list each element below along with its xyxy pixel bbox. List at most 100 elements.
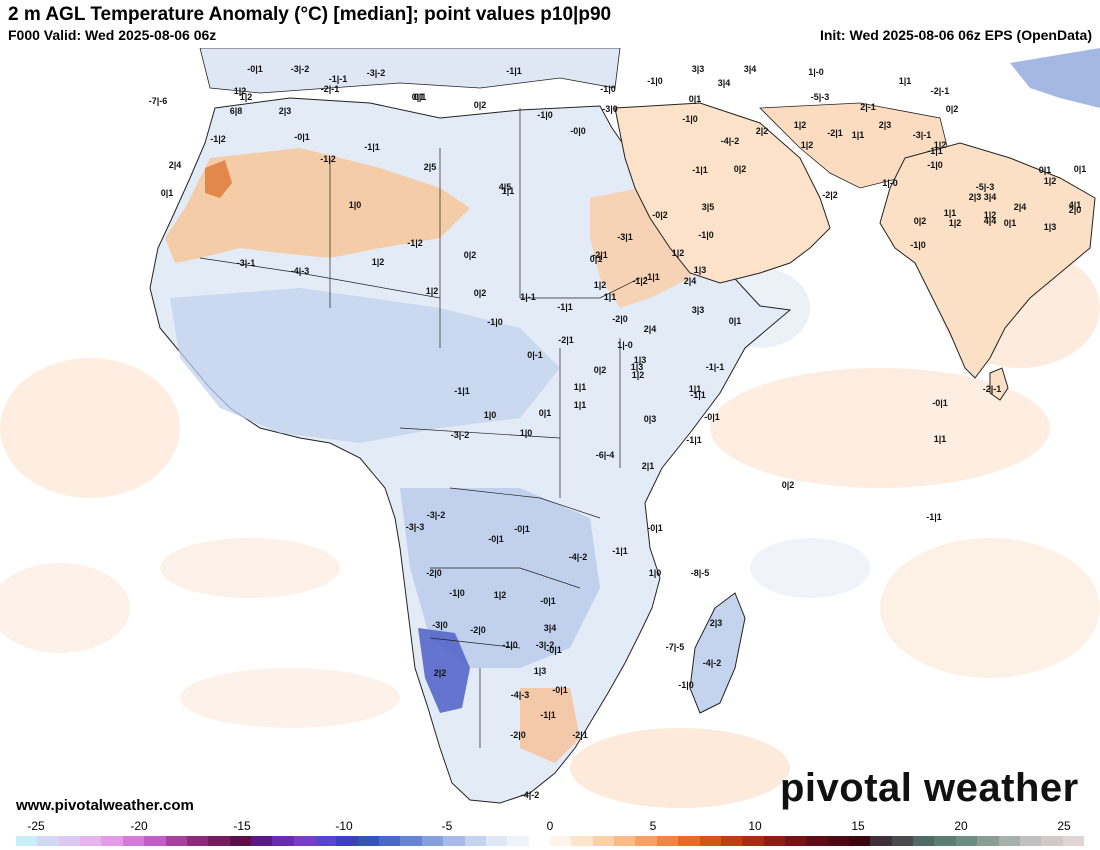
point-value-label: 2|3 xyxy=(710,618,723,628)
colorbar-cell xyxy=(955,836,978,846)
point-value-label: -1|1 xyxy=(557,302,573,312)
colorbar-cell xyxy=(315,836,337,846)
point-value-label: 3|4 xyxy=(544,623,557,633)
point-value-label: -3|-2 xyxy=(367,68,386,78)
point-value-label: 0|1 xyxy=(689,94,702,104)
point-value-label: -3|-2 xyxy=(451,430,470,440)
point-value-label: -8|-5 xyxy=(691,568,710,578)
point-value-label: 1|2 xyxy=(984,210,997,220)
point-value-label: 1|2 xyxy=(794,120,807,130)
point-value-label: 1|2 xyxy=(949,218,962,228)
point-value-label: -0|2 xyxy=(652,210,668,220)
point-value-label: -1|1 xyxy=(540,710,556,720)
colorbar-cell xyxy=(272,836,294,846)
point-value-label: 0|2 xyxy=(946,104,959,114)
point-value-label: -4|-2 xyxy=(521,790,540,800)
point-value-label: -0|1 xyxy=(540,596,556,606)
point-value-label: 0|2 xyxy=(474,100,487,110)
point-value-label: -0|1 xyxy=(488,534,504,544)
point-value-label: 1|2 xyxy=(1044,176,1057,186)
point-value-label: 1|3 xyxy=(631,362,644,372)
colorbar-cell xyxy=(1019,836,1042,846)
colorbar-tick-label: 15 xyxy=(851,819,865,833)
colorbar-tick-label: 10 xyxy=(748,819,762,833)
colorbar-tick-label: -20 xyxy=(130,819,148,833)
point-value-label: 0|1 xyxy=(590,254,603,264)
point-value-label: 0|2 xyxy=(594,365,607,375)
point-value-label: 0|1 xyxy=(1004,218,1017,228)
point-value-label: 1|-1 xyxy=(520,292,536,302)
morocco-hot-spot xyxy=(205,160,232,198)
point-value-label: -3|-2 xyxy=(427,510,446,520)
colorbar-cell xyxy=(977,836,999,846)
point-value-label: -1|-1 xyxy=(329,74,348,84)
southern-africa-cool-region xyxy=(400,488,600,668)
map-title: 2 m AGL Temperature Anomaly (°C) [median… xyxy=(8,4,612,25)
colorbar-cell xyxy=(229,836,251,846)
south-africa-warm-spot xyxy=(520,688,580,763)
point-value-label: 0|2 xyxy=(734,164,747,174)
colorbar-tick-label: -25 xyxy=(27,819,45,833)
valid-time: F000 Valid: Wed 2025-08-06 06z xyxy=(8,27,217,43)
country-borders xyxy=(199,108,641,748)
colorbar-cell xyxy=(443,836,465,846)
colorbar-tick-label: -15 xyxy=(233,819,251,833)
point-value-label: -2|1 xyxy=(558,335,574,345)
point-value-label: -3|-2 xyxy=(291,64,310,74)
point-value-label: -2|-1 xyxy=(931,86,950,96)
point-value-label: 1|2 xyxy=(594,280,607,290)
colorbar-cell xyxy=(293,836,316,846)
point-value-label: -1|0 xyxy=(600,84,616,94)
point-value-label: 1|1 xyxy=(944,208,957,218)
point-value-label: 1|1 xyxy=(689,384,702,394)
point-value-label: -2|1 xyxy=(572,730,588,740)
colorbar-cell xyxy=(720,836,743,846)
colorbar-tick-label: -10 xyxy=(335,819,353,833)
point-value-label: 1|3 xyxy=(534,666,547,676)
point-value-label: 0|-1 xyxy=(527,350,543,360)
point-value-label: 1|2 xyxy=(372,257,385,267)
point-value-label: -6|-4 xyxy=(596,450,615,460)
colorbar-tick-label: 0 xyxy=(546,819,554,833)
colorbar-cell xyxy=(549,836,572,846)
point-value-label: 1|1 xyxy=(899,76,912,86)
point-value-label: -1|-1 xyxy=(706,362,725,372)
point-value-label: 2|4 xyxy=(644,324,657,334)
point-value-label: -3|-1 xyxy=(913,130,932,140)
point-value-label: -5|-3 xyxy=(976,182,995,192)
colorbar-cell xyxy=(250,836,273,846)
header: 2 m AGL Temperature Anomaly (°C) [median… xyxy=(0,0,1100,48)
colorbar-cell xyxy=(122,836,145,846)
sri-lanka xyxy=(989,367,1009,401)
point-value-label: 3|3 xyxy=(692,305,705,315)
point-value-label: -1|0 xyxy=(682,114,698,124)
point-value-label: 1|2 xyxy=(494,590,507,600)
colorbar-cell xyxy=(101,836,123,846)
point-value-label: 0|1 xyxy=(729,316,742,326)
colorbar-cell xyxy=(571,836,593,846)
point-value-label: 2|-1 xyxy=(860,102,876,112)
colorbar-cell xyxy=(144,836,166,846)
colorbar-cell xyxy=(699,836,721,846)
point-value-label: -1|1 xyxy=(927,146,943,156)
point-value-label: 0|1 xyxy=(1039,165,1052,175)
point-value-label: 1|3 xyxy=(694,265,707,275)
point-value-label: -0|0 xyxy=(570,126,586,136)
colorbar-tick-label: -5 xyxy=(441,819,453,833)
point-value-label: 0|2 xyxy=(914,216,927,226)
point-value-label: 4|4 xyxy=(984,216,997,226)
colorbar-cell xyxy=(58,836,81,846)
point-value-label: -1|0 xyxy=(487,317,503,327)
point-value-label: 0|2 xyxy=(474,288,487,298)
point-value-label: -0|1 xyxy=(546,645,562,655)
arabian-peninsula xyxy=(614,102,831,284)
point-value-label: -0|1 xyxy=(247,64,263,74)
point-value-label: 2|4 xyxy=(169,160,182,170)
himalaya-cool-strip xyxy=(1010,48,1100,108)
colorbar-cell xyxy=(485,836,508,846)
map-canvas[interactable]: -0|1 -3|-2 -3|-2 -1|-1 -7|-6 1|2 -2|-1 -1|1 6|8 2… xyxy=(0,48,1100,818)
colorbar-cell xyxy=(849,836,871,846)
point-value-label: -1|0 xyxy=(537,110,553,120)
point-value-label: 1|0 xyxy=(484,410,497,420)
point-value-label: 4|1 xyxy=(1069,200,1082,210)
